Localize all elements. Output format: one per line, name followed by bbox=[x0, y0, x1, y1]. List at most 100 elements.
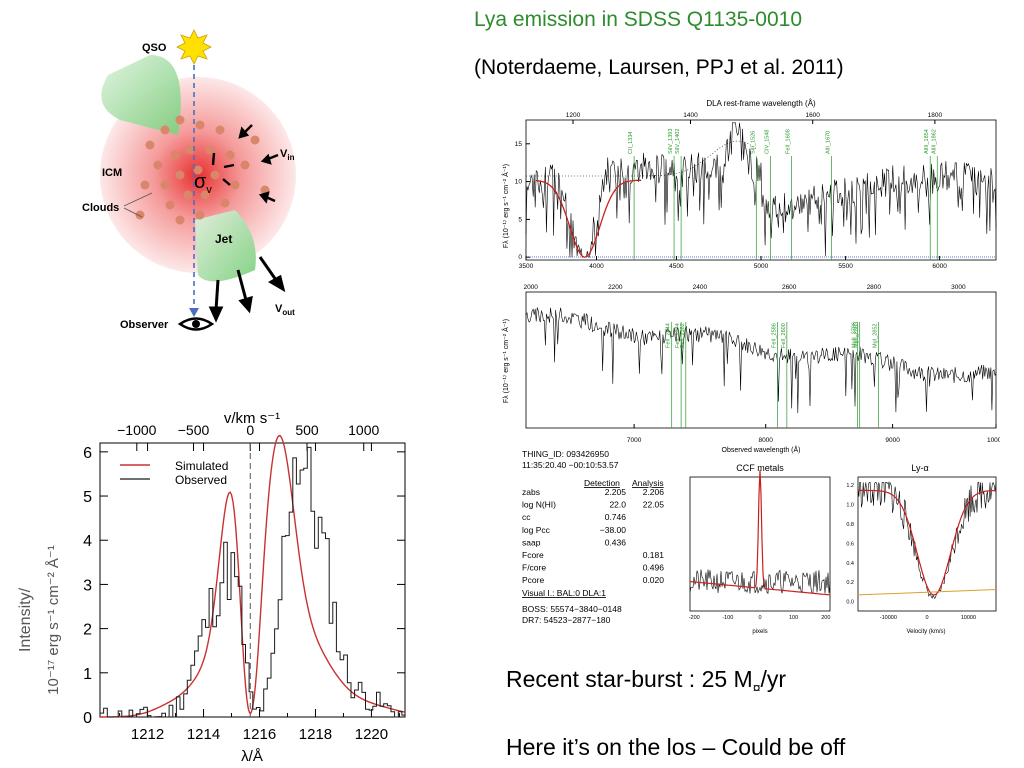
visual-inspection: Visual I.: BAL:0 DLA:1 bbox=[522, 588, 606, 598]
dr7-id: DR7: 54523−2877−180 bbox=[522, 615, 611, 625]
metal-line-label: MgI_2852 bbox=[873, 324, 879, 348]
simulated-series bbox=[100, 434, 406, 718]
observer-label: Observer bbox=[120, 319, 169, 331]
ccf-tick-label: -200 bbox=[689, 615, 700, 621]
info-detection: −38.00 bbox=[600, 525, 627, 535]
y-axis-label-line2: 10⁻¹⁷ erg s⁻¹ cm⁻² Å⁻¹ bbox=[45, 545, 62, 695]
info-detection: 0.436 bbox=[605, 537, 627, 547]
y-tick-label: 10 bbox=[515, 179, 523, 186]
ccf-tick-label: -100 bbox=[722, 615, 733, 621]
x-tick-label: 9000 bbox=[885, 437, 900, 444]
y-tick-label: 3 bbox=[83, 577, 92, 594]
lya-small-xtick: 0 bbox=[925, 615, 928, 621]
x-axis-label: λ/Å bbox=[241, 748, 263, 763]
top-tick-label: 1200 bbox=[566, 112, 581, 119]
observed-series bbox=[100, 446, 405, 718]
metal-line-label: CII_1334 bbox=[628, 132, 634, 154]
top-tick-label: 1800 bbox=[928, 112, 943, 119]
metal-line-label: AlIII_1854 bbox=[924, 129, 930, 154]
ccf-tick-label: 200 bbox=[821, 615, 830, 621]
x-tick-label: 3500 bbox=[519, 263, 534, 270]
spectrum-series bbox=[525, 122, 997, 258]
y-tick-label: 4 bbox=[83, 533, 92, 550]
qso-cartoon: QSO ICM Clouds σv Vin Jet Vout Observer bbox=[82, 29, 296, 331]
lya-small-ytick: 1.2 bbox=[846, 483, 854, 489]
thing-id: THING_ID: 093426950 bbox=[522, 449, 609, 459]
info-label: cc bbox=[522, 512, 531, 522]
metal-line-label: SiIV_1393 bbox=[668, 129, 674, 154]
lya-small-fit bbox=[858, 489, 996, 596]
x-tick-label: 5500 bbox=[838, 263, 853, 270]
lya-profile-chart: 1212 1214 1216 1218 1220 0 1 2 3 4 5 6 −1000 −500 0 500… bbox=[17, 410, 406, 763]
lya-title: Ly-α bbox=[911, 463, 928, 473]
metal-line-label: FeII_2600 bbox=[781, 323, 787, 348]
metal-line-label: FeII_2382 bbox=[680, 323, 686, 348]
solar-symbol: ¤ bbox=[752, 679, 761, 696]
x-tick-label: 1216 bbox=[243, 726, 276, 743]
top-tick-label: 2200 bbox=[608, 284, 623, 291]
y-tick-label: 0 bbox=[83, 710, 92, 727]
metal-line-label: FeII_2374 bbox=[675, 323, 681, 348]
info-analysis: 0.181 bbox=[643, 550, 665, 560]
x-tick-label: 4000 bbox=[589, 263, 604, 270]
y-tick-label: 1 bbox=[83, 666, 92, 683]
info-label: Fcore bbox=[522, 550, 544, 560]
v-out-label: Vout bbox=[275, 303, 295, 317]
top-tick-label: 500 bbox=[295, 422, 319, 438]
col-detection: Detection bbox=[584, 478, 620, 488]
v-in-label: Vin bbox=[280, 148, 295, 162]
outflow-arrows bbox=[208, 256, 286, 323]
top-tick-label: 2000 bbox=[523, 284, 538, 291]
y-tick-label: 5 bbox=[83, 489, 92, 506]
eye-icon bbox=[177, 317, 215, 331]
metal-line-label: MgII_2803 bbox=[854, 322, 860, 348]
metal-line-label: AlIII_1862 bbox=[931, 129, 937, 154]
ccf-title: CCF metals bbox=[736, 463, 784, 473]
sdss-spectrum-figure: DLA rest-frame wavelength (Å) 3500 4000 45… bbox=[501, 99, 1000, 635]
inflow-arrows bbox=[211, 124, 279, 204]
col-analysis: Analysis bbox=[632, 478, 664, 488]
y-tick-label: 0 bbox=[518, 254, 522, 261]
info-label: log Pcc bbox=[522, 525, 551, 535]
icm-label: ICM bbox=[102, 167, 122, 179]
observed-wavelength-label: Observed wavelength (Å) bbox=[722, 445, 801, 454]
los-arrowhead bbox=[189, 308, 199, 317]
info-label: Pcore bbox=[522, 575, 544, 585]
info-label: saap bbox=[522, 537, 541, 547]
sun-icon bbox=[176, 29, 212, 65]
x-tick-label: 1214 bbox=[187, 726, 220, 743]
lya-small-xtick: -10000 bbox=[880, 615, 897, 621]
x-tick-label: 5000 bbox=[754, 263, 769, 270]
metal-line-label: SiII_1526 bbox=[750, 131, 756, 154]
info-detection: 2.205 bbox=[605, 487, 627, 497]
y-tick-label: 5 bbox=[518, 216, 522, 223]
x-tick-label: 1220 bbox=[355, 726, 388, 743]
lya-small-ytick: 0.6 bbox=[846, 541, 854, 547]
metal-line-label: MgII_2796 bbox=[851, 322, 857, 348]
x-tick-label: 1218 bbox=[299, 726, 332, 743]
metal-line-label: FeII_1608 bbox=[786, 129, 792, 154]
ccf-fit bbox=[689, 470, 831, 596]
top-tick-label: −1000 bbox=[117, 422, 157, 438]
info-detection: 0.746 bbox=[605, 512, 627, 522]
x-tick-label: 10000 bbox=[987, 437, 1000, 444]
top-tick-label: 2800 bbox=[867, 284, 882, 291]
slide-title: Lya emission in SDSS Q1135-0010 bbox=[474, 8, 803, 31]
y-tick-label: 15 bbox=[515, 141, 523, 148]
top-tick-label: 0 bbox=[246, 422, 254, 438]
clouds-dots bbox=[135, 115, 270, 225]
lya-small-ytick: 0.0 bbox=[846, 600, 854, 606]
info-analysis: 2.206 bbox=[643, 487, 665, 497]
legend: Simulated Observed bbox=[120, 459, 228, 487]
legend-simulated: Simulated bbox=[175, 459, 228, 473]
bullet-starburst-tail: /yr bbox=[760, 666, 787, 692]
clouds-label: Clouds bbox=[82, 202, 119, 214]
ccf-tick-label: 100 bbox=[789, 615, 798, 621]
rest-frame-label: DLA rest-frame wavelength (Å) bbox=[706, 99, 816, 108]
coords: 11:35:20.40 −00:10:53.57 bbox=[522, 460, 619, 470]
top-axis-label: v/km s⁻¹ bbox=[224, 410, 280, 427]
jet-label: Jet bbox=[215, 232, 232, 246]
info-analysis: 22.05 bbox=[643, 500, 665, 510]
lya-small-ytick: 0.8 bbox=[846, 522, 854, 528]
jet-lower bbox=[195, 210, 256, 282]
